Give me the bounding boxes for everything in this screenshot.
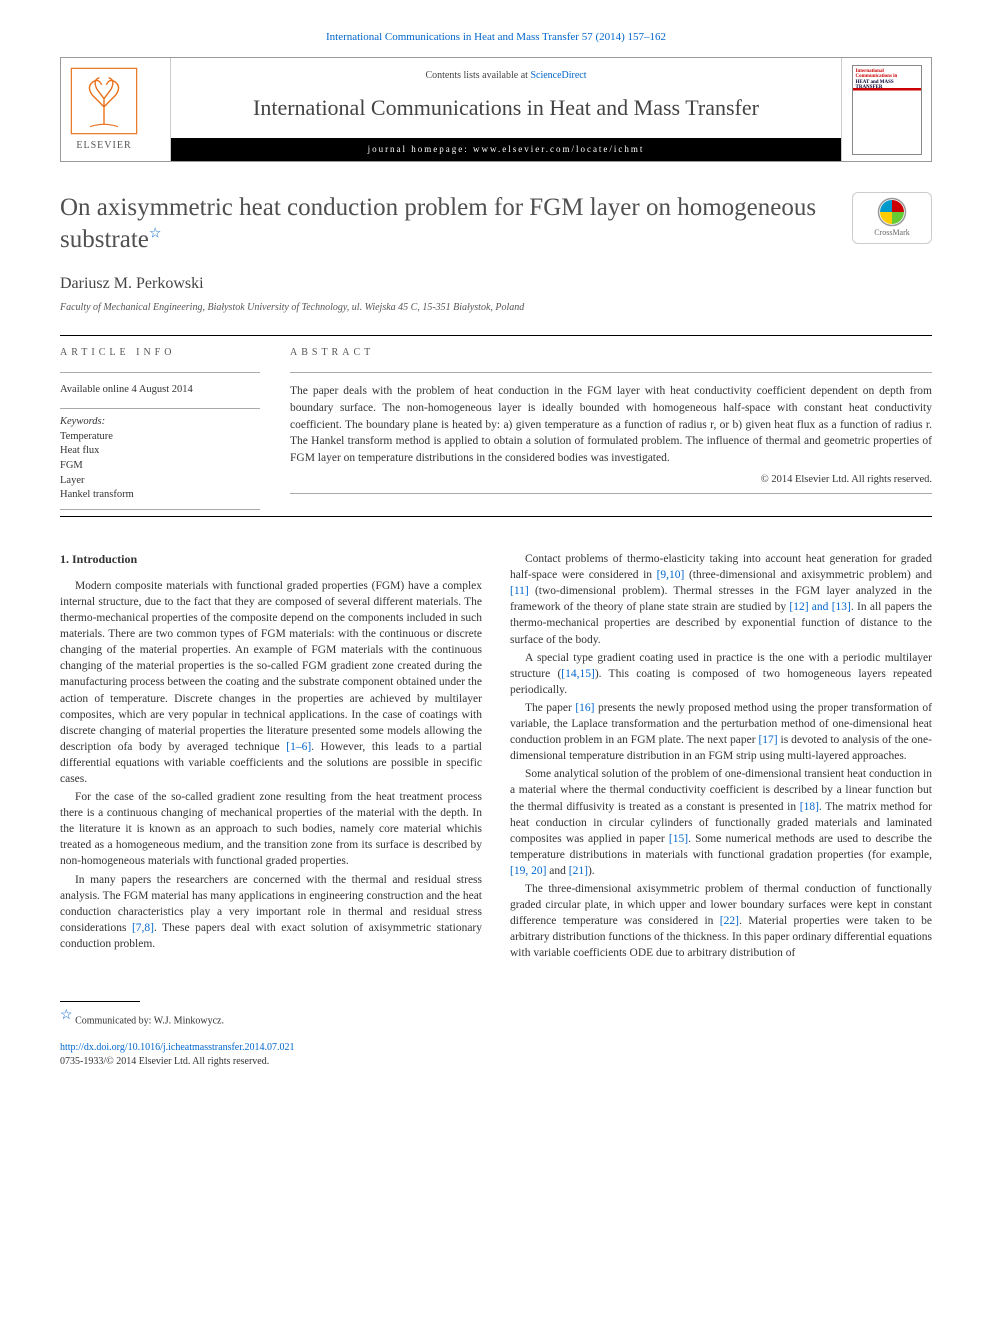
- journal-cover-thumbnail: International Communications in HEAT and…: [852, 65, 922, 155]
- body-paragraph: The three-dimensional axisymmetric probl…: [510, 881, 932, 961]
- elsevier-logo: ELSEVIER: [69, 66, 139, 153]
- publisher-logo-cell: ELSEVIER: [61, 58, 171, 161]
- abstract-copyright: © 2014 Elsevier Ltd. All rights reserved…: [290, 473, 932, 488]
- issn-copyright: 0735-1933/© 2014 Elsevier Ltd. All right…: [60, 1056, 269, 1067]
- citation-link[interactable]: [19, 20]: [510, 865, 546, 877]
- journal-citation-link[interactable]: International Communications in Heat and…: [326, 31, 666, 43]
- journal-cover-cell: International Communications in HEAT and…: [841, 58, 931, 161]
- thin-rule: [60, 509, 260, 510]
- contents-prefix: Contents lists available at: [425, 70, 530, 81]
- body-text: The paper: [525, 702, 575, 714]
- body-paragraph: For the case of the so-called gradient z…: [60, 789, 482, 869]
- crossmark-badge[interactable]: CrossMark: [852, 192, 932, 243]
- thin-rule: [60, 408, 260, 409]
- thin-rule: [290, 372, 932, 373]
- volume-issue-pages: 57 (2014) 157–162: [582, 31, 666, 43]
- citation-link[interactable]: [16]: [575, 702, 594, 714]
- citation-link[interactable]: [9,10]: [657, 569, 685, 581]
- body-paragraph: Contact problems of thermo-elasticity ta…: [510, 551, 932, 648]
- keyword: FGM: [60, 459, 260, 474]
- citation-link[interactable]: [21]: [569, 865, 588, 877]
- citation-link[interactable]: [15]: [669, 833, 688, 845]
- keyword: Heat flux: [60, 444, 260, 459]
- article-info-column: article info Available online 4 August 2…: [60, 336, 260, 516]
- keyword: Layer: [60, 474, 260, 489]
- article-info-abstract-row: article info Available online 4 August 2…: [60, 336, 932, 516]
- cover-line-1: International Communications in: [856, 69, 918, 80]
- available-online-date: Available online 4 August 2014: [60, 379, 260, 402]
- body-text: ).: [588, 865, 595, 877]
- elsevier-text: ELSEVIER: [76, 139, 131, 153]
- body-paragraph: Some analytical solution of the problem …: [510, 766, 932, 879]
- homepage-label: journal homepage:: [368, 144, 473, 154]
- contents-lists-line: Contents lists available at ScienceDirec…: [425, 69, 586, 83]
- sciencedirect-link[interactable]: ScienceDirect: [530, 70, 586, 81]
- abstract-heading: abstract: [290, 336, 932, 366]
- header-center: Contents lists available at ScienceDirec…: [171, 58, 841, 161]
- homepage-url[interactable]: www.elsevier.com/locate/ichmt: [473, 144, 644, 154]
- journal-name-link: International Communications in Heat and…: [326, 31, 579, 43]
- article-title-text: On axisymmetric heat conduction problem …: [60, 194, 816, 252]
- keyword: Temperature: [60, 430, 260, 445]
- body-paragraph: Modern composite materials with function…: [60, 578, 482, 787]
- abstract-column: abstract The paper deals with the proble…: [290, 336, 932, 516]
- citation-link[interactable]: [22]: [720, 915, 739, 927]
- citation-link[interactable]: [12] and [13]: [789, 601, 850, 613]
- footnote-text: Communicated by: W.J. Minkowycz.: [73, 1016, 224, 1027]
- author-name: Dariusz M. Perkowski: [60, 273, 932, 295]
- body-paragraph: In many papers the researchers are conce…: [60, 872, 482, 952]
- abstract-text: The paper deals with the problem of heat…: [290, 383, 932, 466]
- keywords-label: Keywords:: [60, 415, 260, 430]
- footnote-rule: [60, 1001, 140, 1002]
- article-info-heading: article info: [60, 336, 260, 366]
- homepage-bar: journal homepage: www.elsevier.com/locat…: [171, 138, 841, 161]
- elsevier-tree-icon: [69, 66, 139, 136]
- thin-rule: [290, 493, 932, 494]
- thin-rule: [60, 372, 260, 373]
- citation-link[interactable]: [11]: [510, 585, 529, 597]
- citation-link[interactable]: [17]: [758, 734, 777, 746]
- citation-link[interactable]: [18]: [800, 801, 819, 813]
- section-heading: 1. Introduction: [60, 551, 482, 568]
- keyword: Hankel transform: [60, 488, 260, 503]
- journal-header-box: ELSEVIER Contents lists available at Sci…: [60, 57, 932, 162]
- title-footnote-marker[interactable]: ☆: [149, 226, 162, 241]
- article-title: On axisymmetric heat conduction problem …: [60, 192, 852, 255]
- crossmark-icon: [877, 197, 907, 227]
- article-body: 1. Introduction Modern composite materia…: [60, 551, 932, 961]
- journal-name-large: International Communications in Heat and…: [253, 93, 759, 124]
- citation-link[interactable]: [1–6]: [286, 741, 311, 753]
- citation-link[interactable]: [7,8]: [132, 922, 154, 934]
- page-footer: http://dx.doi.org/10.1016/j.icheatmasstr…: [60, 1041, 932, 1069]
- body-paragraph: A special type gradient coating used in …: [510, 650, 932, 698]
- body-text: Modern composite materials with function…: [60, 580, 482, 753]
- author-affiliation: Faculty of Mechanical Engineering, Biały…: [60, 301, 932, 315]
- cover-line-3: TRANSFER: [856, 85, 918, 91]
- journal-citation-header: International Communications in Heat and…: [60, 30, 932, 45]
- crossmark-label: CrossMark: [874, 227, 910, 238]
- body-paragraph: The paper [16] presents the newly propos…: [510, 700, 932, 764]
- footnote-marker: ☆: [60, 1008, 73, 1023]
- doi-link[interactable]: http://dx.doi.org/10.1016/j.icheatmasstr…: [60, 1042, 295, 1053]
- body-text: and: [546, 865, 568, 877]
- citation-link[interactable]: [14,15]: [561, 668, 595, 680]
- body-text: (three-dimensional and axisymmetric prob…: [684, 569, 932, 581]
- footnote-block: ☆ Communicated by: W.J. Minkowycz.: [60, 1001, 932, 1028]
- title-row: On axisymmetric heat conduction problem …: [60, 192, 932, 255]
- section-rule-bottom: [60, 516, 932, 517]
